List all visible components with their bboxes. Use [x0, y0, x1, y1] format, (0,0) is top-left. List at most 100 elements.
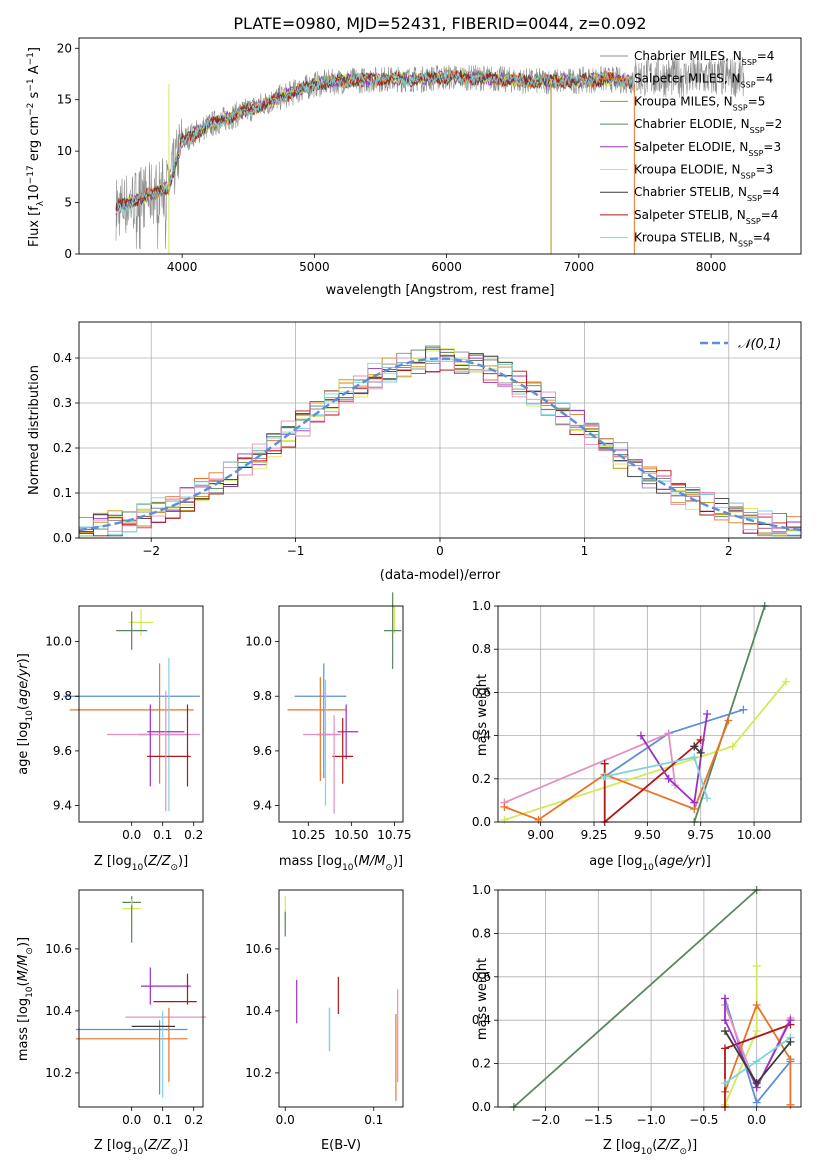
y-tick-label: 9.4	[53, 799, 72, 813]
mass-weight-marker	[752, 1079, 761, 1088]
mass-weight-marker	[703, 710, 712, 718]
y-tick-label: 0.1	[53, 486, 72, 500]
mass-weight-marker	[696, 748, 705, 757]
x-tick-label: 0.2	[184, 1113, 203, 1127]
mass-weight-marker	[534, 815, 543, 824]
x-tick-label: 0.1	[153, 828, 172, 842]
mass-weight-marker	[752, 961, 761, 970]
histogram-xlabel: (data-model)/error	[380, 568, 501, 583]
age-vs-mass-xlabel: mass [log10(M/M⊙)]	[279, 854, 403, 873]
y-tick-label: 1.0	[472, 599, 491, 613]
spectrum-model-line	[115, 69, 633, 212]
histogram-panel: −2 −1 0 1 2 0.0 0.1 0.2 0.3 0.4 𝒩(0,1) (data-mode…	[27, 321, 802, 583]
y-tick-label: 0.4	[53, 351, 72, 365]
x-tick-label: 2	[725, 544, 733, 558]
mass-weight-marker	[720, 1016, 729, 1025]
y-tick-label: 0.0	[472, 815, 491, 829]
x-tick-label: −2.0	[531, 1113, 560, 1127]
weight-vs-z-xlabel: Z [log10(Z/Z⊙)]	[603, 1138, 697, 1157]
x-tick-label: 1	[581, 544, 589, 558]
spectrum-lines	[115, 56, 745, 254]
age-vs-mass-panel: 10.25 10.50 10.75 9.4 9.6 9.8 10.0 mass [log10…	[245, 592, 412, 873]
spectrum-xlabel: wavelength [Angstrom, rest frame]	[326, 283, 555, 298]
y-tick-label: 0.6	[472, 685, 491, 699]
x-tick-label: 8000	[696, 260, 727, 274]
mass-vs-z-points	[75, 896, 207, 1098]
histogram-step-line	[79, 357, 801, 532]
histogram-step-line	[79, 359, 801, 537]
spectrum-ylabel: Flux [fλ10−17 erg cm−2 s−1 A−1]	[26, 47, 46, 247]
y-tick-label: 0.4	[472, 1013, 491, 1027]
mass-vs-ebv-points	[284, 896, 399, 1101]
mass-weight-marker	[720, 1079, 729, 1088]
mass-weight-marker	[724, 716, 733, 725]
x-tick-label: 9.75	[687, 828, 714, 842]
mass-vs-z-xlabel: Z [log10(Z/Z⊙)]	[94, 1138, 188, 1157]
mass-weight-line	[604, 708, 744, 778]
mass-vs-ebv-xlabel: E(B-V)	[321, 1138, 361, 1153]
axes-frame	[78, 889, 204, 1108]
x-tick-label: 0.1	[153, 1113, 172, 1127]
axes-frame	[78, 37, 802, 255]
histogram-legend: 𝒩(0,1)	[700, 337, 781, 352]
mass-weight-marker	[690, 742, 699, 751]
x-tick-label: 9.00	[527, 828, 554, 842]
histogram-steps	[78, 345, 802, 537]
y-tick-label: 5	[64, 196, 72, 210]
legend-label: Salpeter STELIB, NSSP=4	[634, 208, 778, 226]
y-tick-label: 10.0	[245, 635, 272, 649]
mass-weight-line	[603, 739, 702, 824]
x-tick-label: 0.2	[184, 828, 203, 842]
y-tick-label: 0.0	[472, 1100, 491, 1114]
mass-weight-line	[513, 889, 758, 1108]
mass-weight-line	[724, 998, 792, 1090]
mass-weight-marker	[786, 1037, 795, 1046]
x-tick-label: 0	[436, 544, 444, 558]
mass-weight-marker	[739, 705, 748, 714]
y-tick-label: 9.6	[253, 744, 272, 758]
mass-weight-marker	[786, 1055, 795, 1064]
weight-vs-z-ylabel: mass weight	[475, 958, 490, 1040]
legend-label: Salpeter MILES, NSSP=4	[634, 72, 773, 90]
y-tick-label: 10.6	[45, 942, 72, 956]
y-tick-label: 0.8	[472, 926, 491, 940]
y-tick-label: 10.6	[245, 942, 272, 956]
axes-frame	[278, 889, 404, 1108]
mass-weight-marker	[500, 815, 509, 824]
legend-label: Chabrier ELODIE, NSSP=2	[634, 117, 782, 135]
x-tick-label: 10.25	[291, 828, 325, 842]
y-tick-label: 0.2	[472, 772, 491, 786]
age-vs-mass-points	[287, 592, 402, 814]
mass-weight-marker	[752, 1098, 761, 1107]
y-tick-label: 10.4	[45, 1004, 72, 1018]
x-tick-label: 10.75	[377, 828, 411, 842]
mass-weight-marker	[664, 729, 673, 738]
x-tick-label: 0.1	[364, 1113, 383, 1127]
mass-weight-marker	[752, 1027, 761, 1036]
x-tick-label: 0.0	[747, 1113, 766, 1127]
x-tick-label: 9.25	[581, 828, 608, 842]
x-tick-label: 10.50	[334, 828, 368, 842]
y-tick-label: 0.0	[53, 531, 72, 545]
x-tick-label: 0.0	[276, 1113, 295, 1127]
weight-vs-age-ylabel: mass weight	[475, 674, 490, 756]
mass-weight-marker	[600, 759, 609, 768]
y-tick-label: 0.2	[472, 1057, 491, 1071]
mass-vs-ebv-panel: 0.0 0.1 10.2 10.4 10.6 E(B-V)	[245, 889, 404, 1153]
x-tick-label: 0.0	[122, 828, 141, 842]
histogram-step-line	[79, 348, 801, 537]
y-tick-label: 10.2	[245, 1066, 272, 1080]
age-vs-z-panel: 0.0 0.1 0.2 9.4 9.6 9.8 10.0 Z [log10(Z/Z⊙)] a…	[16, 605, 204, 873]
x-tick-label: −1.0	[637, 1113, 666, 1127]
y-tick-label: 20	[57, 41, 72, 55]
y-tick-label: 9.4	[253, 799, 272, 813]
mass-weight-marker	[752, 1001, 761, 1010]
legend-label: Chabrier MILES, NSSP=4	[634, 49, 774, 67]
weight-vs-age-lines	[500, 602, 791, 826]
x-tick-label: 6000	[431, 260, 462, 274]
mass-weight-line	[724, 1002, 792, 1105]
x-tick-label: −2	[142, 544, 160, 558]
mass-weight-marker	[786, 1100, 795, 1109]
legend-label: 𝒩(0,1)	[738, 337, 781, 352]
